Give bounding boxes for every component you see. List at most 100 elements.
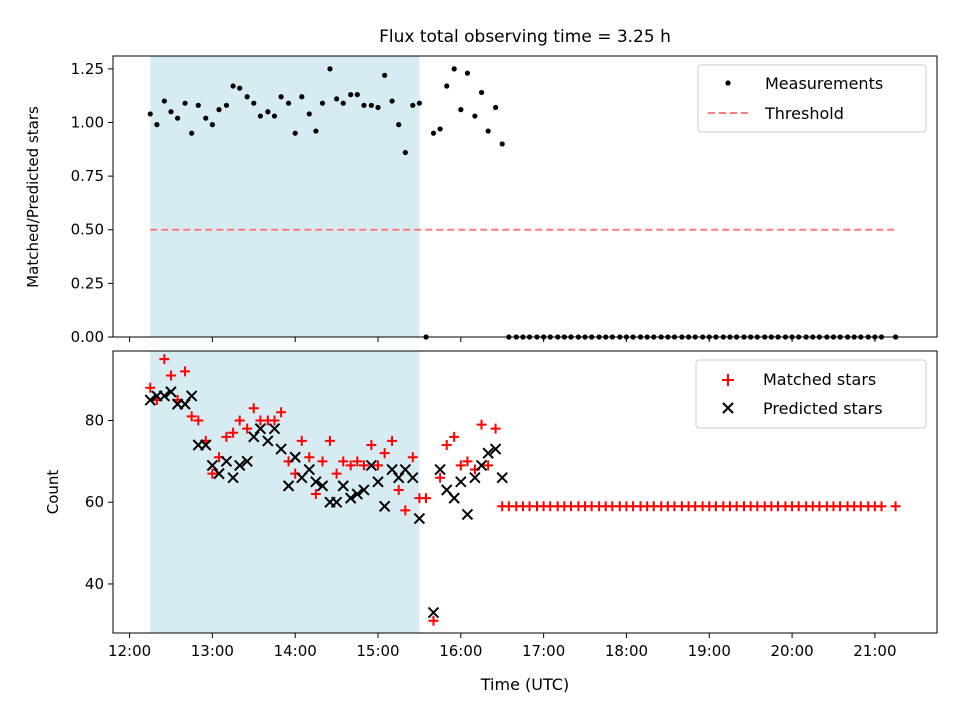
- matched-stars-point: [159, 354, 170, 365]
- x-tick-label: 21:00: [853, 642, 896, 660]
- measurements-point: [182, 100, 188, 106]
- measurements-point: [458, 107, 464, 113]
- ratio-y-tick-label: 0.00: [71, 328, 104, 346]
- count-plot-area: [144, 354, 901, 626]
- matched-stars-point: [449, 431, 460, 442]
- measurements-legend-marker: [725, 80, 731, 86]
- matched-stars-point: [324, 435, 335, 446]
- x-tick-label: 15:00: [356, 642, 399, 660]
- measurements-point: [147, 111, 153, 117]
- predicted-legend-marker: [722, 402, 734, 414]
- measurements-point: [478, 89, 485, 96]
- predicted-stars-point: [351, 488, 364, 500]
- measurements-point: [265, 109, 271, 115]
- predicted-stars-point: [227, 471, 239, 484]
- predicted-stars-point: [316, 480, 329, 492]
- ratio-y-tick-label: 1.00: [71, 113, 104, 131]
- predicted-stars-point: [185, 390, 198, 402]
- matched-stars-point: [186, 411, 197, 422]
- ratio-panel: 0.00 0.25 0.50 0.75 1.00 1.25 Matched/Predict…: [24, 55, 938, 346]
- measurements-point: [223, 102, 230, 108]
- matched-stars-point: [462, 456, 473, 467]
- count-y-axis-label: Count: [44, 470, 62, 515]
- predicted-stars-point: [358, 484, 370, 496]
- predicted-stars-point: [337, 480, 349, 492]
- matched-stars-point: [890, 501, 901, 512]
- matched-stars-point: [317, 456, 328, 467]
- ratio-y-tick-label: 0.25: [71, 274, 104, 292]
- matched-stars-point: [207, 468, 218, 479]
- predicted-stars-point: [372, 476, 384, 488]
- matched-stars-point: [296, 435, 307, 446]
- predicted-stars-point: [220, 455, 233, 468]
- measurements-point: [416, 100, 423, 106]
- x-tick-label: 14:00: [274, 642, 317, 660]
- matched-stars-point: [180, 366, 191, 377]
- measurements-point: [464, 70, 471, 76]
- measurements-point: [195, 102, 201, 108]
- x-tick-label: 12:00: [108, 642, 151, 660]
- count-panel: 40 60 80 12:00 13:00 14:00 15:00 16:00 17:00 18:…: [44, 350, 938, 694]
- predicted-stars-point: [158, 390, 171, 402]
- predicted-stars-point: [461, 508, 474, 521]
- matched-stars-point: [400, 505, 411, 516]
- count-axes-frame: [112, 350, 938, 634]
- matched-stars-point: [490, 423, 501, 434]
- measurements-point: [271, 113, 278, 119]
- measurements-point: [257, 113, 264, 119]
- measurements-point: [203, 115, 209, 121]
- matched-stars-point: [276, 407, 287, 418]
- matched-stars-point: [310, 489, 321, 500]
- measurements-point: [493, 104, 499, 111]
- predicted-stars-point: [469, 471, 481, 484]
- x-tick-label: 17:00: [522, 642, 565, 660]
- count-legend: Matched stars Predicted stars: [695, 359, 927, 429]
- predicted-stars-point: [289, 451, 301, 463]
- measurements-point: [340, 100, 346, 106]
- predicted-stars-point: [262, 435, 274, 447]
- predicted-stars-point: [434, 463, 446, 476]
- predicted-stars-point: [378, 500, 391, 513]
- predicted-stars-point: [268, 422, 281, 435]
- matched-stars-point: [304, 452, 315, 463]
- measurements-point: [292, 130, 298, 136]
- x-tick-label: 19:00: [688, 642, 731, 660]
- measurements-point: [348, 92, 354, 98]
- measurements-point: [444, 83, 450, 89]
- predicted-stars-point: [393, 471, 405, 484]
- predicted-stars-point: [200, 439, 212, 451]
- measurements-point: [485, 128, 491, 134]
- predicted-stars-point: [489, 443, 502, 455]
- ratio-shaded-region: [150, 56, 420, 337]
- measurements-point: [361, 102, 367, 108]
- measurements-point: [161, 98, 167, 104]
- measurements-point: [154, 122, 160, 128]
- measurements-point: [368, 102, 374, 108]
- matched-stars-point: [441, 440, 452, 450]
- count-shaded-region: [150, 351, 420, 633]
- measurements-point: [389, 98, 395, 104]
- measurements-point: [382, 72, 388, 78]
- predicted-stars-point: [330, 496, 343, 508]
- predicted-stars-point: [248, 431, 260, 443]
- count-y-tick-label: 80: [85, 411, 104, 429]
- measurements-point: [285, 100, 292, 106]
- predicted-stars-point: [475, 459, 488, 472]
- predicted-stars-point: [282, 480, 295, 492]
- matched-stars-point: [428, 615, 439, 626]
- measurements-point: [174, 115, 181, 121]
- matched-stars-point: [338, 456, 349, 467]
- measurements-point: [313, 128, 319, 134]
- x-axis-label: Time (UTC): [480, 675, 569, 694]
- ratio-y-tick-label: 1.25: [71, 60, 104, 78]
- ratio-shaded-span: [150, 56, 420, 337]
- matched-stars-point: [234, 415, 245, 426]
- matched-stars-point: [379, 448, 390, 459]
- measurements-point: [230, 83, 236, 89]
- measurements-point: [430, 130, 437, 136]
- ratio-y-tick-label: 0.50: [71, 221, 104, 239]
- matched-stars-point: [145, 382, 156, 393]
- x-tick-label: 13:00: [191, 642, 234, 660]
- measurements-point: [327, 66, 333, 72]
